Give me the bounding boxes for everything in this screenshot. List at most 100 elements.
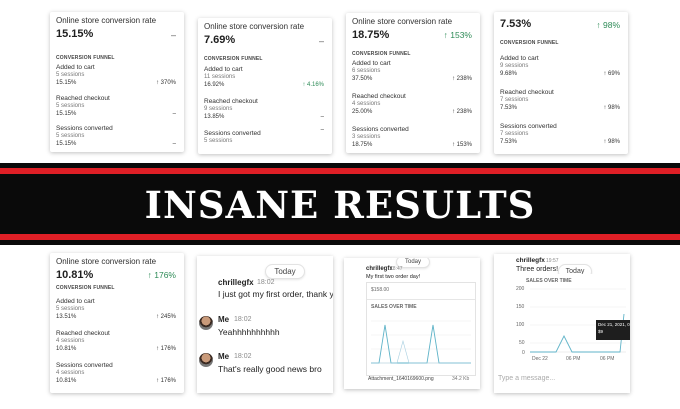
sales-label: SALES OVER TIME (526, 278, 572, 284)
tooltip-date: Dec 21, 2021, 06 (598, 322, 630, 327)
step-label: Added to cart (56, 298, 95, 305)
message-sender: chrillegfx (218, 278, 254, 287)
step-percent: 15.15% (56, 111, 77, 117)
attachment-preview[interactable]: $158.00 SALES OVER TIME (366, 282, 476, 376)
y-tick: 100 (516, 322, 525, 328)
message-time: 19:57 (546, 258, 559, 264)
rate-trend: ↑ 98% (596, 20, 620, 30)
conversion-card-3: Online store conversion rate 18.75% ↑ 15… (346, 13, 480, 153)
message-time: 18:02 (234, 316, 252, 323)
step-percent: 13.51% (56, 314, 77, 320)
step-sessions: 4 sessions (56, 370, 85, 376)
step-change: ↑ 370% (155, 80, 176, 86)
avatar (199, 353, 213, 367)
step-percent: 10.81% (56, 346, 77, 352)
step-percent: 18.75% (352, 142, 373, 148)
funnel-step-reached-checkout: Reached checkout 5 sessions 15.15% – (56, 95, 176, 121)
chat-screenshot-1: Today chrillegfx 18:02 I just got my fir… (197, 256, 333, 393)
funnel-step-added-to-cart: Added to cart 9 sessions 9.68% ↑ 69% (500, 55, 620, 81)
funnel-step-added-to-cart: Added to cart 5 sessions 15.15% ↑ 370% (56, 64, 176, 90)
funnel-step-added-to-cart: Added to cart 6 sessions 37.50% ↑ 238% (352, 60, 472, 86)
step-change: ↑ 176% (155, 378, 176, 384)
step-change-dash: – (172, 141, 176, 147)
conversion-rate: 15.15% (56, 28, 94, 40)
conversion-rate: 7.53% (500, 18, 532, 30)
banner-stripe-top (0, 168, 680, 174)
step-change: ↑ 98% (603, 139, 620, 145)
step-sessions: 7 sessions (500, 131, 529, 137)
step-sessions: 5 sessions (56, 72, 85, 78)
step-change-dash: – (172, 111, 176, 117)
funnel-step-reached-checkout: Reached checkout 4 sessions 25.00% ↑ 238… (352, 93, 472, 119)
y-tick: 0 (522, 350, 525, 356)
step-change: ↑ 4.16% (302, 82, 324, 88)
step-sessions: 5 sessions (56, 306, 85, 312)
funnel-step-sessions-converted: Sessions converted 5 sessions 15.15% – (56, 125, 176, 151)
sales-label: SALES OVER TIME (371, 304, 417, 310)
banner-stripe-bottom (0, 234, 680, 240)
step-sessions: 6 sessions (352, 68, 381, 74)
rate-trend: ↑ 176% (147, 270, 176, 280)
y-tick: 150 (516, 304, 525, 310)
step-label: Added to cart (352, 60, 391, 67)
message-time: 18:47 (390, 266, 403, 272)
step-sessions: 11 sessions (204, 74, 236, 80)
y-tick: 50 (519, 340, 525, 346)
x-tick: 06 PM (600, 356, 615, 362)
funnel-step-added-to-cart: Added to cart 11 sessions 16.92% ↑ 4.16% (204, 66, 324, 92)
step-label: Added to cart (56, 64, 95, 71)
message-text: That's really good news bro (218, 364, 322, 374)
trend-dash: – (170, 30, 176, 40)
attachment-filename[interactable]: Attachment_1640169600.png (368, 376, 434, 382)
step-sessions: 4 sessions (56, 338, 85, 344)
step-label: Sessions converted (56, 125, 113, 132)
card-title: Online store conversion rate (56, 257, 157, 266)
step-percent: 15.15% (56, 141, 77, 147)
step-sessions: 4 sessions (352, 101, 381, 107)
message-sender: Me (218, 315, 230, 324)
sales-chart (530, 288, 626, 353)
step-label: Sessions converted (500, 123, 557, 130)
card-title: Online store conversion rate (352, 17, 453, 26)
step-change-dash: – (320, 114, 324, 120)
step-label: Added to cart (500, 55, 539, 62)
step-label: Added to cart (204, 66, 243, 73)
funnel-step-reached-checkout: Reached checkout 4 sessions 10.81% ↑ 176… (56, 330, 176, 356)
step-change: ↑ 176% (155, 346, 176, 352)
message-sender: Me (218, 352, 230, 361)
rate-trend: ↑ 153% (443, 30, 472, 40)
card-title: Online store conversion rate (204, 22, 305, 31)
step-sessions: 3 sessions (352, 134, 381, 140)
chat-screenshot-2: Today chrillegfx 18:47 My first two orde… (344, 258, 480, 389)
step-sessions: 9 sessions (204, 106, 233, 112)
step-percent: 15.15% (56, 80, 77, 86)
step-sessions: 5 sessions (204, 138, 233, 144)
step-sessions: 9 sessions (500, 63, 529, 69)
step-label: Reached checkout (56, 95, 110, 102)
step-percent: 7.53% (500, 139, 518, 145)
conversion-rate: 10.81% (56, 269, 94, 281)
funnel-heading: CONVERSION FUNNEL (352, 51, 411, 57)
attachment-size: 34.2 Kb (452, 376, 470, 382)
message-sender: chrillegfx (366, 266, 393, 272)
conversion-rate: 18.75% (352, 29, 390, 41)
step-label: Reached checkout (500, 89, 554, 96)
step-change-dash: – (320, 127, 324, 133)
funnel-step-reached-checkout: Reached checkout 7 sessions 7.53% ↑ 98% (500, 89, 620, 115)
chart-tooltip: Dec 21, 2021, 06 $9 (596, 320, 630, 340)
date-separator: Today (265, 264, 305, 279)
conversion-card-4: 7.53% ↑ 98% CONVERSION FUNNEL Added to c… (494, 12, 628, 154)
step-sessions: 5 sessions (56, 103, 85, 109)
card-title: Online store conversion rate (56, 16, 157, 25)
sales-chart (371, 320, 471, 364)
funnel-step-sessions-converted: Sessions converted 5 sessions – (204, 127, 324, 154)
x-tick: 06 PM (566, 356, 581, 362)
step-percent: 16.92% (204, 82, 225, 88)
step-label: Reached checkout (352, 93, 406, 100)
step-change: ↑ 245% (155, 314, 176, 320)
step-sessions: 7 sessions (500, 97, 529, 103)
message-input[interactable]: Type a message... (498, 375, 556, 382)
step-label: Sessions converted (204, 130, 261, 137)
chart-attachment[interactable]: SALES OVER TIME 200 150 100 50 0 Dec 21,… (516, 274, 630, 366)
conversion-rate: 7.69% (204, 34, 236, 46)
